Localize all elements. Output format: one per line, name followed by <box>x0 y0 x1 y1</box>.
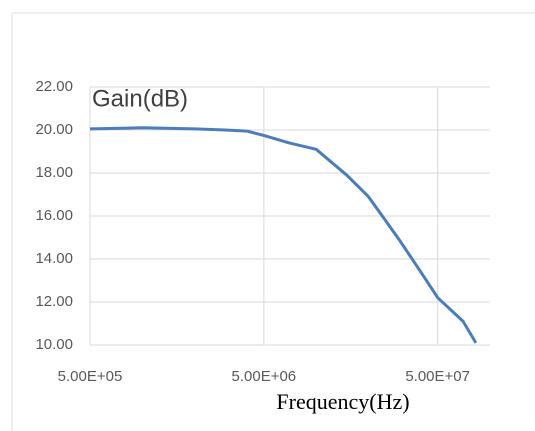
y-tick-label: 20.00 <box>35 121 73 138</box>
x-tick-label: 5.00E+05 <box>58 368 123 385</box>
x-tick-label: 5.00E+06 <box>232 368 297 385</box>
data-line <box>89 126 478 344</box>
y-tick-label: 12.00 <box>35 293 73 310</box>
chart-frame <box>11 12 535 431</box>
y-tick-label: 14.00 <box>35 250 73 267</box>
y-tick-label: 18.00 <box>35 164 73 181</box>
y-tick-label: 22.00 <box>35 78 73 95</box>
x-axis-label: Frequency(Hz) <box>276 389 409 414</box>
chart-title: Gain(dB) <box>92 85 188 112</box>
y-tick-label: 16.00 <box>35 207 73 224</box>
x-tick-label: 5.00E+07 <box>405 368 470 385</box>
y-tick-label: 10.00 <box>35 336 73 353</box>
